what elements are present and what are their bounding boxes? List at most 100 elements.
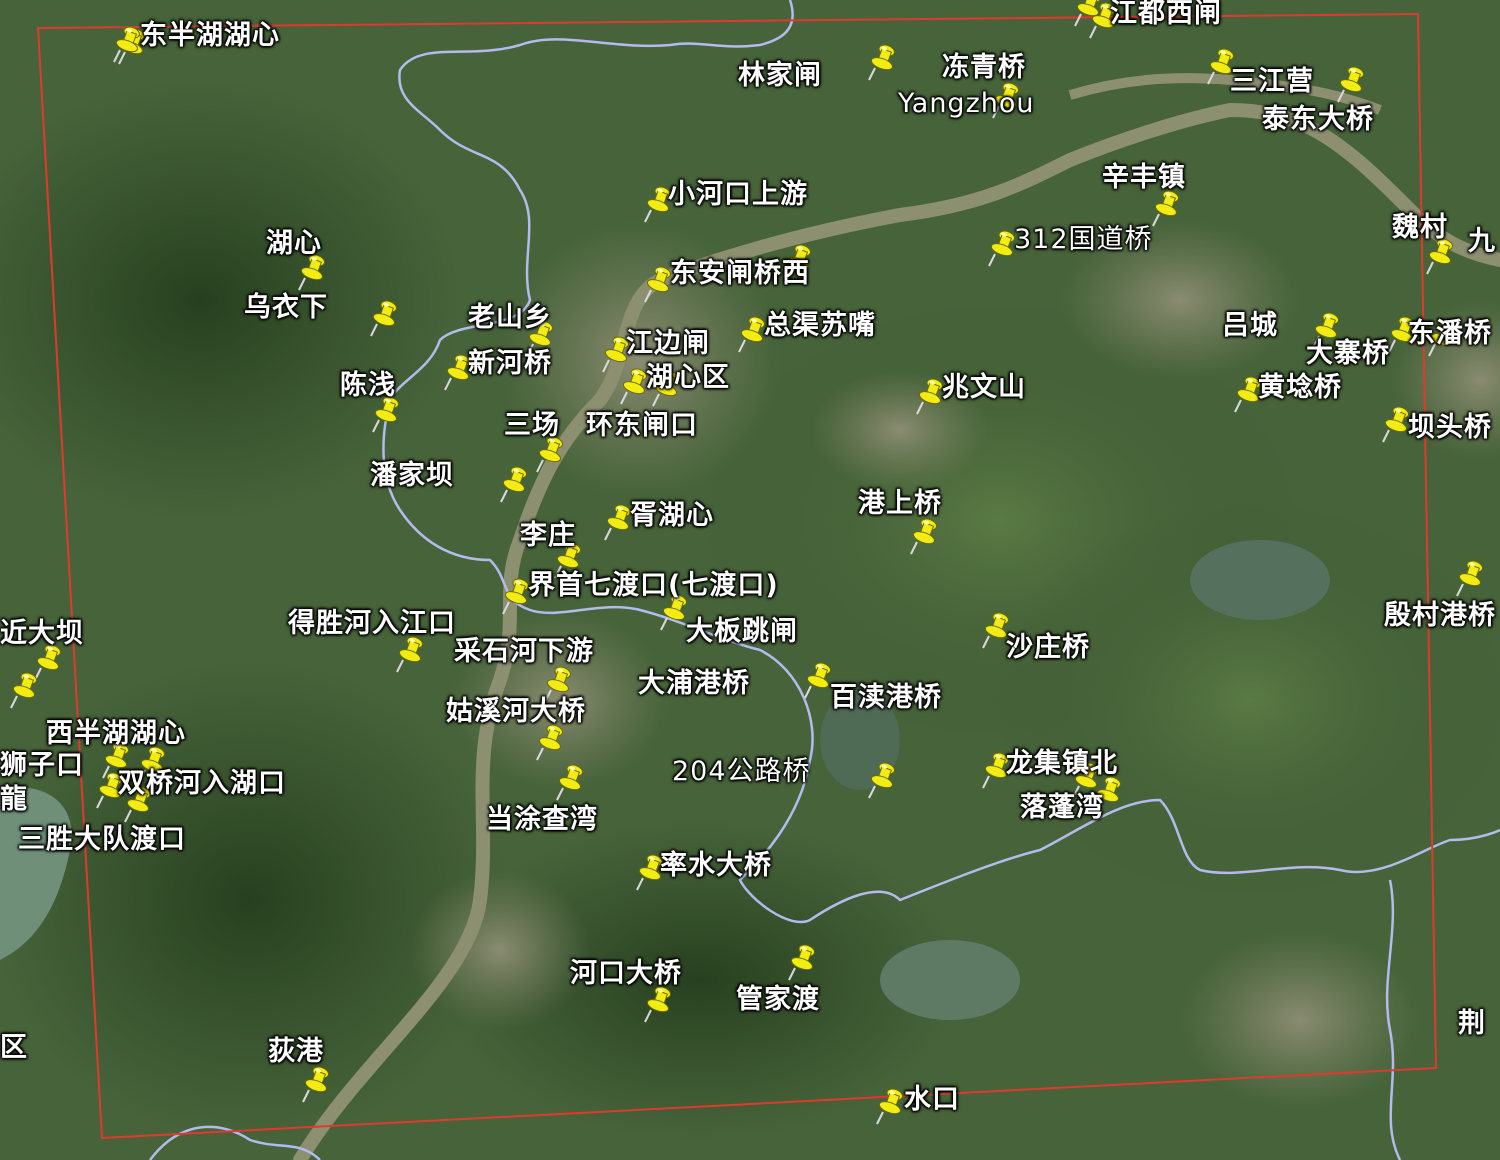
place-label-baidugang[interactable]: 百渎港桥 xyxy=(830,682,942,713)
pushpin-icon[interactable] xyxy=(650,368,686,408)
place-label-dongan[interactable]: 东安闸桥西 xyxy=(670,258,810,289)
place-label-desheng[interactable]: 得胜河入江口 xyxy=(288,608,456,639)
place-label-xuhuxin[interactable]: 胥湖心 xyxy=(630,500,714,531)
place-label-dapugang[interactable]: 大浦港桥 xyxy=(638,668,750,699)
place-label-jiangduxizha[interactable]: 江都西闸 xyxy=(1110,0,1222,29)
place-label-shuikou[interactable]: 水口 xyxy=(904,1084,960,1115)
place-label-luopengwan[interactable]: 落蓬湾 xyxy=(1020,792,1104,823)
place-label-gukehe[interactable]: 姑溪河大桥 xyxy=(446,696,586,727)
pushpin-icon[interactable] xyxy=(642,184,678,224)
place-label-linjiazha[interactable]: 林家闸 xyxy=(738,60,822,91)
pushpin-icon[interactable] xyxy=(122,784,158,824)
place-label-lvcheng[interactable]: 吕城 xyxy=(1222,310,1278,341)
place-label-dongqingqiao[interactable]: 冻青桥 xyxy=(942,52,1026,83)
place-label-jing[interactable]: 荆 xyxy=(1458,1008,1486,1039)
place-label-guodao312[interactable]: 312国道桥 xyxy=(1014,224,1153,255)
place-label-shazhuangqiao[interactable]: 沙庄桥 xyxy=(1006,632,1090,663)
pushpin-icon[interactable] xyxy=(1426,318,1462,358)
pushpin-icon[interactable] xyxy=(370,394,406,434)
place-label-taidongdaqiao[interactable]: 泰东大桥 xyxy=(1262,104,1374,135)
pushpin-icon[interactable] xyxy=(980,610,1016,650)
place-label-gonglu204[interactable]: 204公路桥 xyxy=(672,756,811,787)
pushpin-icon[interactable] xyxy=(534,722,570,762)
place-label-dabantiaozha[interactable]: 大板跳闸 xyxy=(686,616,798,647)
pushpin-icon[interactable] xyxy=(980,750,1016,790)
place-label-digang[interactable]: 荻港 xyxy=(268,1036,324,1067)
pushpin-icon[interactable] xyxy=(534,434,570,474)
place-label-sanjiangying[interactable]: 三江营 xyxy=(1230,66,1314,97)
place-label-chenqian[interactable]: 陈浅 xyxy=(340,370,396,401)
place-label-yincungang[interactable]: 殷村港桥 xyxy=(1384,600,1496,631)
place-label-lizhuang[interactable]: 李庄 xyxy=(520,520,576,551)
pushpin-icon[interactable] xyxy=(634,852,670,892)
pushpin-icon[interactable] xyxy=(866,760,902,800)
pushpin-icon[interactable] xyxy=(524,318,560,358)
pushpin-icon[interactable] xyxy=(1380,404,1416,444)
place-label-dongbanhu[interactable]: 东半湖湖心 xyxy=(140,20,280,51)
pushpin-icon[interactable] xyxy=(908,516,944,556)
place-label-gangshangqiao[interactable]: 港上桥 xyxy=(858,488,942,519)
place-label-shuangqiaohe[interactable]: 双桥河入湖口 xyxy=(118,768,286,799)
pushpin-icon[interactable] xyxy=(111,24,147,64)
pushpin-icon[interactable] xyxy=(986,228,1022,268)
place-label-huxinqu[interactable]: 湖心区 xyxy=(646,362,730,393)
pushpin-icon[interactable] xyxy=(1087,0,1123,40)
place-label-dazhaiqiao[interactable]: 大寨桥 xyxy=(1306,338,1390,369)
pushpin-icon[interactable] xyxy=(1454,558,1490,598)
place-label-jiu[interactable]: 九 xyxy=(1468,226,1496,257)
place-label-sanchang[interactable]: 三场 xyxy=(504,410,560,441)
pushpin-icon[interactable] xyxy=(618,366,654,406)
place-label-hekoudaqiao[interactable]: 河口大桥 xyxy=(570,958,682,989)
pushpin-icon[interactable] xyxy=(394,634,430,674)
place-label-batouqiao[interactable]: 坝头桥 xyxy=(1408,412,1492,443)
pushpin-icon[interactable] xyxy=(300,1064,336,1104)
place-label-yangzhou[interactable]: Yangzhou xyxy=(898,88,1035,119)
pushpin-icon[interactable] xyxy=(914,376,950,416)
place-label-huanglunqiao[interactable]: 黄埝桥 xyxy=(1258,372,1342,403)
pushpin-icon[interactable] xyxy=(554,762,590,802)
pushpin-icon[interactable] xyxy=(1232,374,1268,414)
pushpin-icon[interactable] xyxy=(602,502,638,542)
pushpin-icon[interactable] xyxy=(1150,188,1186,228)
place-label-xibanhu[interactable]: 西半湖湖心 xyxy=(46,718,186,749)
pushpin-icon[interactable] xyxy=(600,334,636,374)
pushpin-icon[interactable] xyxy=(782,242,818,282)
pushpin-icon[interactable] xyxy=(552,540,588,580)
pushpin-icon[interactable] xyxy=(296,252,332,292)
pushpin-icon[interactable] xyxy=(498,464,534,504)
pushpin-icon[interactable] xyxy=(1092,774,1128,814)
pushpin-icon[interactable] xyxy=(8,670,44,710)
place-label-panjiaba[interactable]: 潘家坝 xyxy=(370,460,454,491)
place-label-qu[interactable]: 区 xyxy=(0,1032,28,1063)
place-label-xinheqiao[interactable]: 新河桥 xyxy=(468,348,552,379)
pushpin-icon[interactable] xyxy=(442,352,478,392)
place-label-longjizhen[interactable]: 龙集镇北 xyxy=(1006,748,1118,779)
pushpin-icon[interactable] xyxy=(642,264,678,304)
pushpin-icon[interactable] xyxy=(1070,760,1106,800)
pushpin-icon[interactable] xyxy=(990,80,1026,120)
pushpin-icon[interactable] xyxy=(874,1086,910,1126)
pushpin-icon[interactable] xyxy=(1072,0,1108,28)
pushpin-icon[interactable] xyxy=(658,592,694,632)
pushpin-icon[interactable] xyxy=(136,744,172,784)
place-label-huxin[interactable]: 湖心 xyxy=(266,228,322,259)
pushpin-icon[interactable] xyxy=(100,740,136,780)
pushpin-icon[interactable] xyxy=(1424,236,1460,276)
place-label-dongpan[interactable]: 东潘桥 xyxy=(1408,318,1492,349)
place-label-jieshou[interactable]: 界首七渡口(七渡口) xyxy=(528,570,779,601)
place-label-xiaohekou[interactable]: 小河口上游 xyxy=(668,179,808,210)
place-label-lvshui[interactable]: 率水大桥 xyxy=(660,850,772,881)
pushpin-icon[interactable] xyxy=(94,770,130,810)
pushpin-icon[interactable] xyxy=(32,642,68,682)
pushpin-icon[interactable] xyxy=(368,298,404,338)
pushpin-icon[interactable] xyxy=(1310,310,1346,350)
place-label-guanjiadu[interactable]: 管家渡 xyxy=(736,984,820,1015)
place-label-weicun[interactable]: 魏村 xyxy=(1392,212,1448,243)
pushpin-icon[interactable] xyxy=(542,664,578,704)
place-label-shengdadui[interactable]: 三胜大队渡口 xyxy=(18,824,186,855)
place-label-shizikou[interactable]: 狮子口 xyxy=(0,750,84,781)
place-label-wuyixia[interactable]: 乌衣下 xyxy=(244,292,328,323)
place-label-jiangbianzha[interactable]: 江边闸 xyxy=(626,328,710,359)
place-label-huandongzhakou[interactable]: 环东闸口 xyxy=(586,410,698,441)
